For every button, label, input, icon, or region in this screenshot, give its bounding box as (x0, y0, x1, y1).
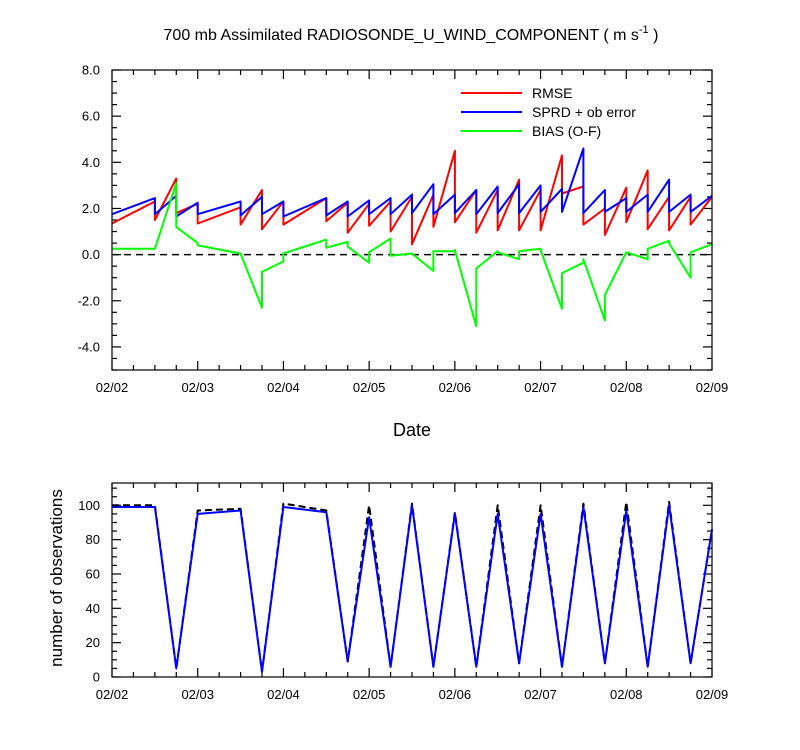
x-tick-label: 02/07 (524, 380, 557, 395)
y-tick-label: 40 (86, 601, 100, 616)
top-x-axis-label: Date (393, 420, 431, 440)
x-tick-label: 02/04 (267, 687, 300, 702)
x-tick-label: 02/08 (610, 380, 643, 395)
bottom-y-axis-label: number of observations (47, 489, 66, 667)
series-line-possible (112, 500, 713, 673)
y-tick-label: 20 (86, 635, 100, 650)
series-line-used (112, 504, 713, 673)
y-tick-label: -4.0 (78, 339, 100, 354)
x-tick-label: 02/08 (610, 687, 643, 702)
x-tick-label: 02/09 (696, 687, 729, 702)
legend-label: BIAS (O-F) (532, 123, 601, 139)
y-tick-label: 100 (78, 498, 100, 513)
y-tick-label: -2.0 (78, 293, 100, 308)
top-ticks (111, 69, 713, 371)
x-tick-label: 02/09 (696, 380, 729, 395)
series-line-sprd-ob-error (111, 147, 713, 218)
x-tick-label: 02/07 (524, 687, 557, 702)
legend-label: RMSE (532, 85, 572, 101)
y-tick-label: 6.0 (82, 109, 100, 124)
top-title: 700 mb Assimilated RADIOSONDE_U_WIND_COM… (164, 24, 659, 44)
top-panel: 700 mb Assimilated RADIOSONDE_U_WIND_COM… (78, 24, 729, 440)
top-y-tick-labels: 8.0 6.0 4.0 2.0 0.0 -2.0 -4.0 (78, 63, 100, 355)
bottom-x-tick-labels: 02/02 02/03 02/04 02/05 02/06 02/07 02/08 02/09 (96, 687, 729, 702)
bottom-plot-frame (111, 482, 713, 678)
y-tick-label: 8.0 (82, 63, 100, 78)
x-tick-label: 02/06 (439, 687, 472, 702)
legend: RMSE SPRD + ob error BIAS (O-F) (461, 85, 636, 139)
x-tick-label: 02/03 (181, 380, 214, 395)
y-tick-label: 60 (86, 566, 100, 581)
bottom-y-tick-labels: 100 80 60 40 20 0 (78, 498, 100, 685)
y-tick-label: 0 (93, 670, 100, 685)
series-line-rmse (111, 149, 713, 246)
y-tick-label: 80 (86, 532, 100, 547)
x-tick-label: 02/05 (353, 687, 386, 702)
bottom-series (112, 500, 713, 673)
legend-label: SPRD + ob error (532, 104, 636, 120)
x-tick-label: 02/04 (267, 380, 300, 395)
top-x-tick-labels: 02/02 02/03 02/04 02/05 02/06 02/07 02/08 02/09 (96, 380, 729, 395)
x-tick-label: 02/03 (181, 687, 214, 702)
top-plot-frame (111, 69, 713, 371)
top-series (111, 147, 713, 328)
x-tick-label: 02/06 (439, 380, 472, 395)
series-line-bias-o-f (112, 182, 713, 328)
x-tick-label: 02/05 (353, 380, 386, 395)
y-tick-label: 0.0 (82, 247, 100, 262)
x-tick-label: 02/02 (96, 687, 129, 702)
y-tick-label: 2.0 (82, 201, 100, 216)
y-tick-label: 4.0 (82, 155, 100, 170)
x-tick-label: 02/02 (96, 380, 129, 395)
